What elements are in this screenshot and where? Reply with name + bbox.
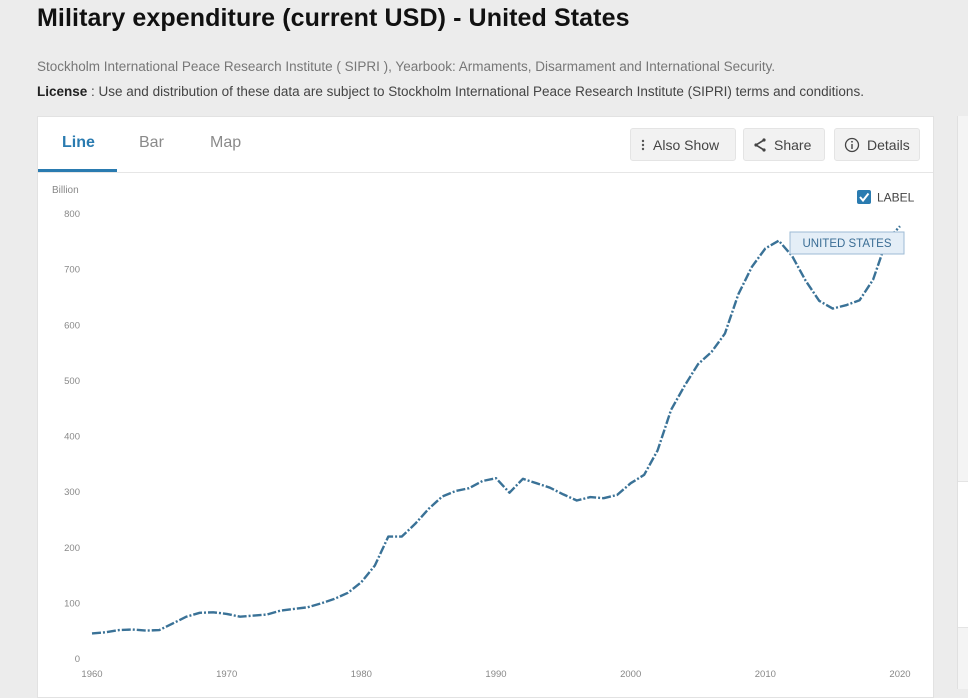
x-tick-label: 1990 (485, 669, 506, 680)
label-toggle-text: LABEL (877, 191, 915, 205)
details-button[interactable]: Details (834, 128, 920, 161)
page-title: Military expenditure (current USD) - Uni… (37, 4, 630, 32)
side-panel (957, 116, 968, 689)
tab-line[interactable]: Line (62, 134, 95, 151)
y-tick-label: 400 (64, 432, 80, 443)
x-tick-label: 1970 (216, 669, 237, 680)
checkmark-icon (859, 192, 870, 203)
share-icon (753, 137, 767, 152)
chart-tabs: Line Bar Map Also Show Share Details (38, 117, 933, 173)
info-icon (844, 137, 860, 153)
tab-map[interactable]: Map (210, 134, 242, 151)
license-line: License : Use and distribution of these … (37, 84, 864, 99)
license-text: : Use and distribution of these data are… (87, 84, 864, 99)
line-chart: Billion 0 100 200 300 400 500 600 700 800 1960 19… (52, 185, 915, 680)
y-tick-label: 800 (64, 209, 80, 220)
details-label: Details (867, 136, 910, 153)
series-label-tag: UNITED STATES (789, 231, 905, 255)
series-line (91, 225, 901, 635)
label-toggle[interactable]: LABEL (857, 190, 915, 205)
source-text: Stockholm International Peace Research I… (37, 59, 776, 74)
y-axis-unit-label: Billion (52, 185, 79, 196)
series-label-text: UNITED STATES (802, 238, 891, 250)
tab-bar[interactable]: Bar (139, 134, 164, 151)
x-tick-label: 1960 (81, 669, 102, 680)
chart-card: Line Bar Map Also Show Share Details Bil… (37, 116, 934, 698)
x-tick-label: 2010 (755, 669, 776, 680)
y-tick-label: 300 (64, 487, 80, 498)
x-tick-label: 2000 (620, 669, 641, 680)
y-tick-label: 200 (64, 543, 80, 554)
vertical-dots-icon (640, 139, 646, 151)
y-tick-label: 700 (64, 265, 80, 276)
x-tick-label: 1980 (351, 669, 372, 680)
also-show-label: Also Show (653, 136, 720, 153)
also-show-button[interactable]: Also Show (630, 128, 736, 161)
share-button[interactable]: Share (743, 128, 825, 161)
share-label: Share (774, 136, 812, 153)
y-tick-label: 500 (64, 376, 80, 387)
y-tick-label: 600 (64, 320, 80, 331)
side-panel-card (958, 481, 968, 628)
checkbox-icon[interactable] (857, 190, 871, 204)
active-tab-indicator (38, 169, 117, 172)
x-tick-label: 2020 (889, 669, 910, 680)
y-tick-label: 0 (75, 654, 80, 665)
y-tick-label: 100 (64, 598, 80, 609)
license-label: License (37, 84, 88, 99)
